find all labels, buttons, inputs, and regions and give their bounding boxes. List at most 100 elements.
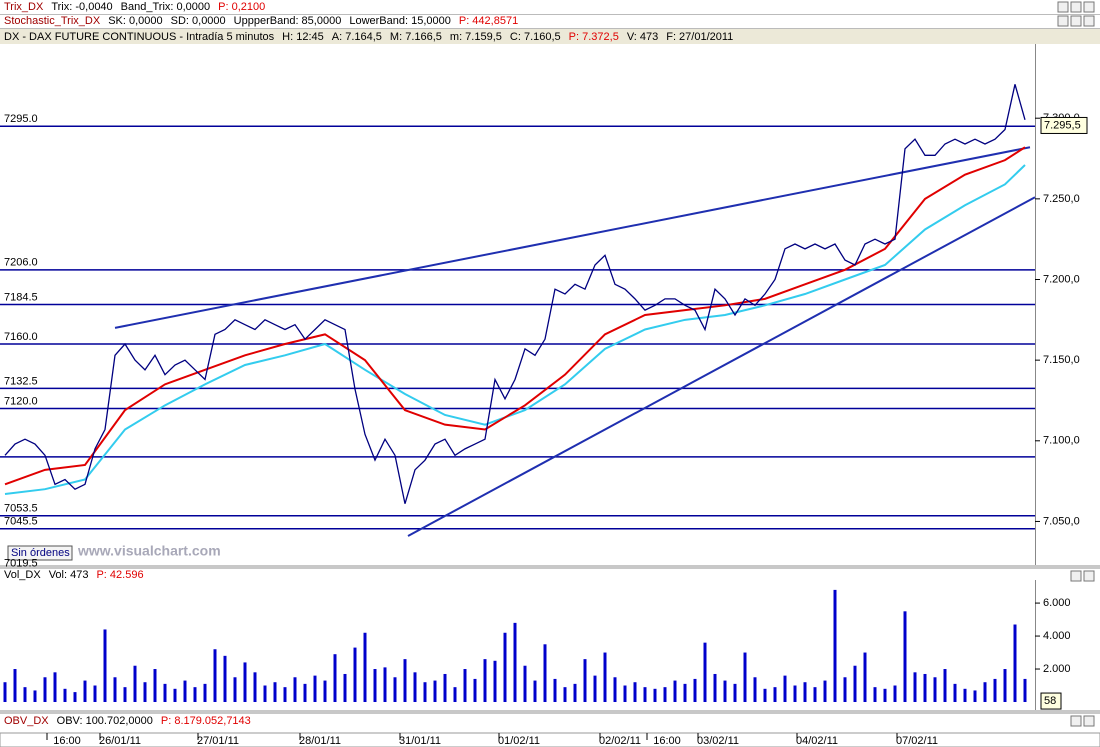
y-tick-label: 7.250,0	[1043, 193, 1080, 205]
volume-bar	[833, 589, 837, 702]
volume-bar	[283, 687, 287, 702]
x-tick-label: 26/01/11	[99, 735, 141, 747]
volume-bar	[793, 685, 797, 702]
x-tick-label: 31/01/11	[399, 735, 441, 747]
button[interactable]	[1070, 1, 1082, 13]
price-line	[4, 164, 1026, 496]
header-part: H: 12:45	[282, 31, 324, 43]
header-part: F: 27/01/2011	[666, 31, 733, 43]
volume-bar	[303, 683, 307, 702]
header-part: OBV_DX	[4, 715, 49, 727]
header-text: Stochastic_Trix_DX SK: 0,0000 SD: 0,0000 Up…	[4, 15, 518, 27]
last-volume-label: 58	[1044, 695, 1056, 707]
volume-bar	[973, 690, 977, 702]
volume-bar	[773, 687, 777, 702]
volume-bar	[553, 678, 557, 702]
button[interactable]	[1057, 1, 1069, 13]
volume-bar	[753, 677, 757, 702]
level-label: 7053.5	[4, 503, 38, 515]
panel-divider	[0, 565, 1100, 569]
volume-bar	[223, 655, 227, 702]
level-label: 7019.5	[4, 558, 38, 570]
volume-bar	[143, 682, 147, 702]
volume-bar	[613, 677, 617, 702]
header-part: A: 7.164,5	[332, 31, 382, 43]
volume-bar	[453, 687, 457, 702]
header-part: Band_Trix: 0,0000	[121, 1, 210, 13]
price-line	[4, 146, 1026, 486]
level-label: 7160.0	[4, 331, 38, 343]
header-part: Trix_DX	[4, 1, 44, 13]
volume-bar	[923, 673, 927, 702]
volume-bar	[343, 673, 347, 702]
header-text: OBV_DX OBV: 100.702,0000 P: 8.179.052,7143	[4, 715, 251, 727]
panel-divider	[0, 710, 1100, 714]
button[interactable]	[1070, 570, 1082, 582]
volume-bar	[363, 632, 367, 702]
volume-bar	[563, 687, 567, 702]
header-part: OBV: 100.702,0000	[57, 715, 153, 727]
volume-bar	[663, 687, 667, 702]
header-text: Vol_DX Vol: 473 P: 42.596	[4, 569, 144, 581]
header-part: Stochastic_Trix_DX	[4, 15, 101, 27]
volume-bar	[13, 669, 17, 702]
button[interactable]	[1083, 15, 1095, 27]
volume-bar	[763, 688, 767, 702]
volume-bar	[503, 632, 507, 702]
header-part: DX - DAX FUTURE CONTINUOUS - Intradía 5 …	[4, 31, 275, 43]
volume-bar	[573, 683, 577, 702]
header-part: Trix: -0,0040	[51, 1, 112, 13]
trend-line	[407, 196, 1035, 537]
level-label: 7132.5	[4, 375, 38, 387]
volume-bar	[243, 662, 247, 702]
button[interactable]	[1083, 570, 1095, 582]
volume-bar	[393, 677, 397, 702]
status-text: Sin órdenes	[11, 547, 70, 559]
volume-bar	[1023, 678, 1027, 702]
volume-bar	[863, 652, 867, 702]
button[interactable]	[1070, 15, 1082, 27]
volume-bar	[983, 682, 987, 702]
volume-bar	[813, 687, 817, 702]
volume-bar	[933, 677, 937, 702]
volume-bar	[213, 649, 217, 702]
volume-bar	[523, 665, 527, 702]
volume-bar	[73, 692, 77, 702]
y-tick-label: 7.100,0	[1043, 435, 1080, 447]
volume-bar	[153, 669, 157, 702]
button[interactable]	[1070, 715, 1082, 727]
volume-bar	[193, 687, 197, 702]
y-tick-label: 7.150,0	[1043, 354, 1080, 366]
y-tick-label: 4.000	[1043, 630, 1071, 642]
volume-bar	[683, 683, 687, 702]
volume-bar	[333, 654, 337, 702]
header-part: UppperBand: 85,0000	[234, 15, 342, 27]
volume-bar	[853, 665, 857, 702]
level-label: 7184.5	[4, 291, 38, 303]
level-label: 7295.0	[4, 113, 38, 125]
x-tick-label: 27/01/11	[197, 735, 239, 747]
volume-bar	[183, 680, 187, 702]
volume-bar	[643, 687, 647, 702]
last-price-label: 7.295,5	[1044, 119, 1081, 131]
volume-bar	[123, 687, 127, 702]
x-tick-label: 07/02/11	[896, 735, 938, 747]
watermark: www.visualchart.com	[77, 543, 221, 559]
header-part: P: 7.372,5	[569, 31, 619, 43]
last-volume-box	[1040, 692, 1062, 710]
button[interactable]	[1083, 1, 1095, 13]
header-part: P: 8.179.052,7143	[161, 715, 251, 727]
status-box[interactable]	[7, 545, 73, 561]
y-tick-label: 7.050,0	[1043, 515, 1080, 527]
volume-bar	[1013, 624, 1017, 702]
button[interactable]	[1057, 15, 1069, 27]
volume-bar	[423, 682, 427, 702]
volume-bar	[583, 659, 587, 702]
y-tick-label: 6.000	[1043, 597, 1071, 609]
volume-bar	[953, 683, 957, 702]
volume-bar	[383, 667, 387, 702]
volume-bar	[743, 652, 747, 702]
level-label: 7120.0	[4, 395, 38, 407]
button[interactable]	[1083, 715, 1095, 727]
